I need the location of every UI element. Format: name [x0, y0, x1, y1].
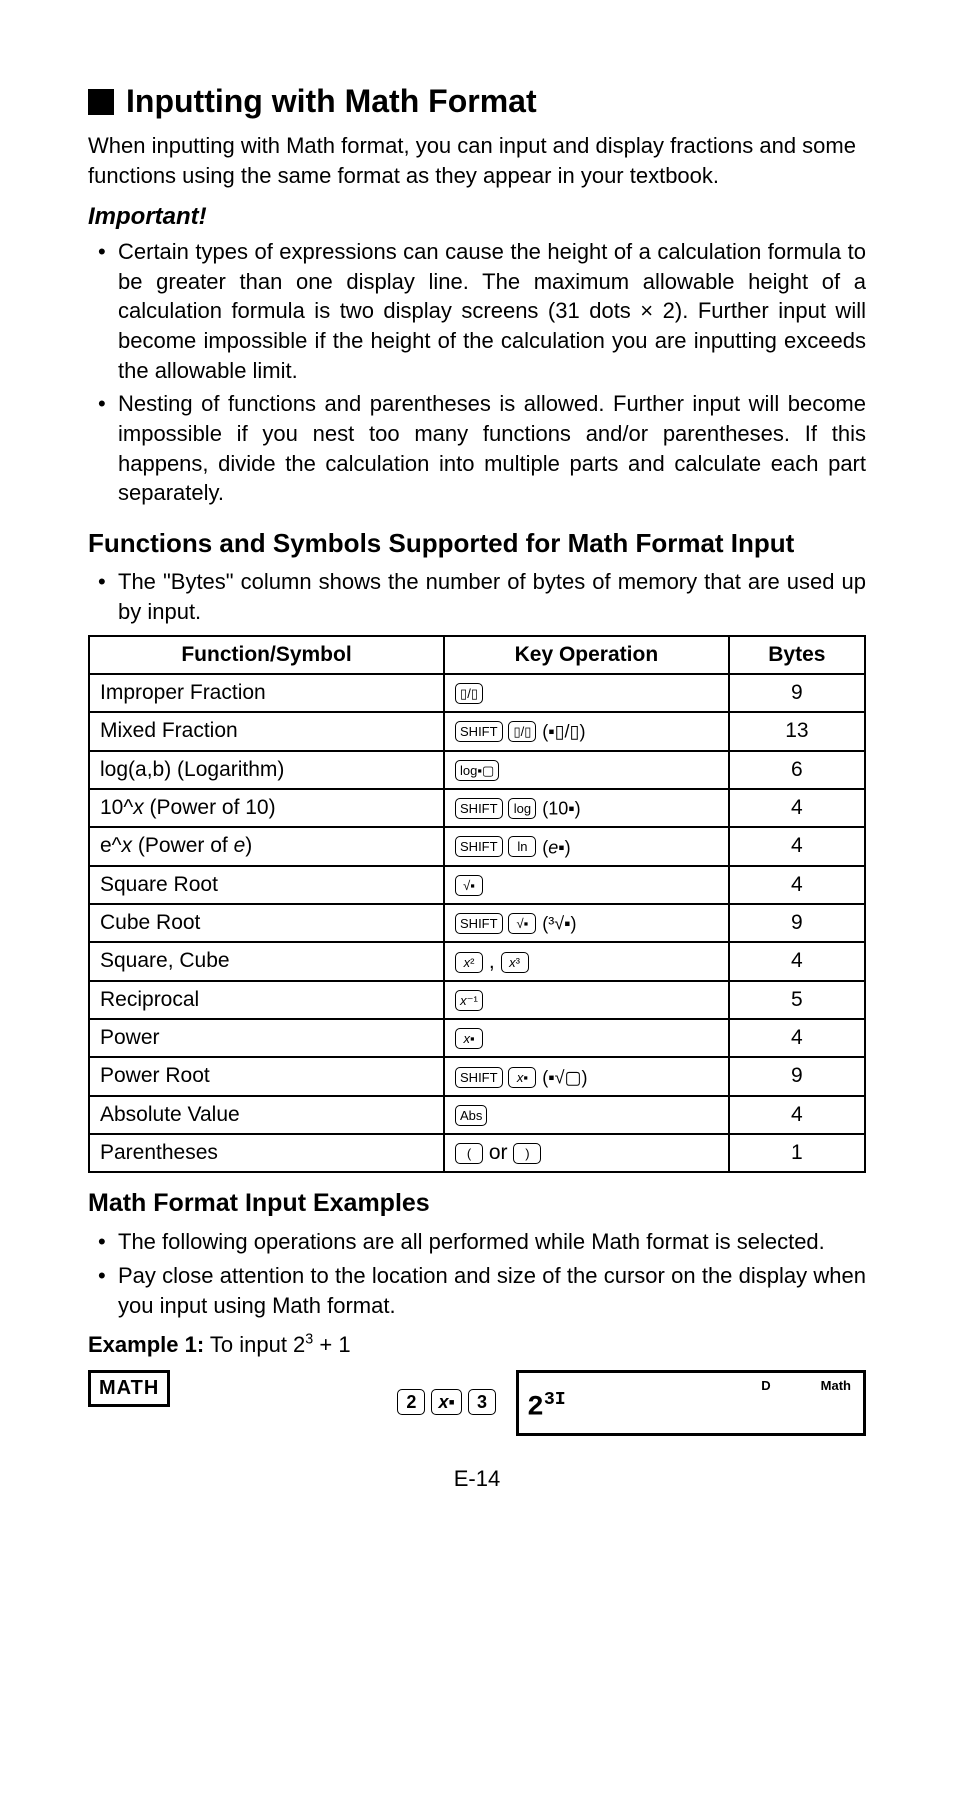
key-op-cell: x² , x³ — [444, 942, 729, 980]
function-cell: log(a,b) (Logarithm) — [89, 751, 444, 789]
bytes-cell: 4 — [729, 942, 865, 980]
function-cell: Mixed Fraction — [89, 712, 444, 750]
table-row: Cube RootSHIFT √▪ (³√▪)9 — [89, 904, 865, 942]
math-tag-wrap: MATH — [88, 1370, 170, 1407]
function-cell: Cube Root — [89, 904, 444, 942]
important-label: Important! — [88, 201, 866, 233]
lcd-indicators: D Math — [761, 1377, 851, 1395]
examples-item: The following operations are all perform… — [118, 1227, 866, 1257]
table-heading: Functions and Symbols Supported for Math… — [88, 526, 866, 561]
function-cell: Square Root — [89, 866, 444, 904]
intro-paragraph: When inputting with Math format, you can… — [88, 131, 866, 190]
important-item: Nesting of functions and parentheses is … — [118, 389, 866, 508]
key-op-cell: ( or ) — [444, 1134, 729, 1172]
bytes-cell: 13 — [729, 712, 865, 750]
col-function: Function/Symbol — [89, 636, 444, 674]
key-2: 2 — [397, 1389, 425, 1415]
functions-table: Function/Symbol Key Operation Bytes Impr… — [88, 635, 866, 1174]
key-x-pow: x▪ — [431, 1389, 461, 1415]
key-op-cell: SHIFT ln (e▪) — [444, 827, 729, 865]
function-cell: Square, Cube — [89, 942, 444, 980]
key-op-cell: SHIFT log (10▪) — [444, 789, 729, 827]
key-op-cell: SHIFT ▯/▯ (▪▯/▯) — [444, 712, 729, 750]
important-list: Certain types of expressions can cause t… — [88, 237, 866, 508]
example1-text: To input 23 + 1 — [210, 1332, 351, 1357]
col-key-op: Key Operation — [444, 636, 729, 674]
key-op-cell: SHIFT √▪ (³√▪) — [444, 904, 729, 942]
table-row: Parentheses( or )1 — [89, 1134, 865, 1172]
table-row: Powerx▪4 — [89, 1019, 865, 1057]
function-cell: Improper Fraction — [89, 674, 444, 712]
table-row: Absolute ValueAbs4 — [89, 1096, 865, 1134]
table-row: Improper Fraction▯/▯9 — [89, 674, 865, 712]
bytes-cell: 6 — [729, 751, 865, 789]
bytes-cell: 1 — [729, 1134, 865, 1172]
function-cell: 10^x (Power of 10) — [89, 789, 444, 827]
table-row: Reciprocalx⁻¹5 — [89, 981, 865, 1019]
table-row: Mixed FractionSHIFT ▯/▯ (▪▯/▯)13 — [89, 712, 865, 750]
bytes-cell: 4 — [729, 866, 865, 904]
table-row: log(a,b) (Logarithm)log▪▢6 — [89, 751, 865, 789]
table-note: The "Bytes" column shows the number of b… — [118, 567, 866, 626]
key-op-cell: log▪▢ — [444, 751, 729, 789]
calculator-lcd: D Math 23I — [516, 1370, 866, 1436]
table-row: Square, Cubex² , x³4 — [89, 942, 865, 980]
lcd-indicator-math: Math — [821, 1377, 851, 1395]
bytes-cell: 5 — [729, 981, 865, 1019]
function-cell: Reciprocal — [89, 981, 444, 1019]
page-number: E-14 — [88, 1464, 866, 1494]
col-bytes: Bytes — [729, 636, 865, 674]
key-op-cell: Abs — [444, 1096, 729, 1134]
key-op-cell: SHIFT x▪ (▪√▢) — [444, 1057, 729, 1095]
lcd-indicator-d: D — [761, 1377, 770, 1395]
table-row: Square Root√▪4 — [89, 866, 865, 904]
bytes-cell: 4 — [729, 827, 865, 865]
key-op-cell: x⁻¹ — [444, 981, 729, 1019]
example1-label: Example 1: — [88, 1332, 204, 1357]
key-op-cell: x▪ — [444, 1019, 729, 1057]
function-cell: Parentheses — [89, 1134, 444, 1172]
bytes-cell: 4 — [729, 1096, 865, 1134]
bytes-cell: 9 — [729, 674, 865, 712]
key-3: 3 — [468, 1389, 496, 1415]
examples-item: Pay close attention to the location and … — [118, 1261, 866, 1320]
bytes-cell: 9 — [729, 1057, 865, 1095]
bytes-cell: 9 — [729, 904, 865, 942]
examples-title: Math Format Input Examples — [88, 1187, 866, 1221]
examples-list: The following operations are all perform… — [88, 1227, 866, 1320]
table-row: 10^x (Power of 10)SHIFT log (10▪)4 — [89, 789, 865, 827]
important-item: Certain types of expressions can cause t… — [118, 237, 866, 385]
function-cell: Absolute Value — [89, 1096, 444, 1134]
function-cell: Power — [89, 1019, 444, 1057]
example1-keys: 2 x▪ 3 — [190, 1370, 496, 1416]
math-mode-tag: MATH — [88, 1370, 170, 1407]
table-note-list: The "Bytes" column shows the number of b… — [88, 567, 866, 626]
example1-row: MATH 2 x▪ 3 D Math 23I — [88, 1370, 866, 1436]
function-cell: e^x (Power of e) — [89, 827, 444, 865]
key-op-cell: ▯/▯ — [444, 674, 729, 712]
table-row: e^x (Power of e)SHIFT ln (e▪)4 — [89, 827, 865, 865]
lcd-display: 23I — [527, 1388, 566, 1427]
bytes-cell: 4 — [729, 1019, 865, 1057]
function-cell: Power Root — [89, 1057, 444, 1095]
key-op-cell: √▪ — [444, 866, 729, 904]
bytes-cell: 4 — [729, 789, 865, 827]
square-bullet-icon — [88, 89, 114, 115]
table-row: Power RootSHIFT x▪ (▪√▢)9 — [89, 1057, 865, 1095]
example1-line: Example 1: To input 23 + 1 — [88, 1330, 866, 1360]
title-text: Inputting with Math Format — [126, 80, 537, 123]
page-title: Inputting with Math Format — [88, 80, 866, 123]
